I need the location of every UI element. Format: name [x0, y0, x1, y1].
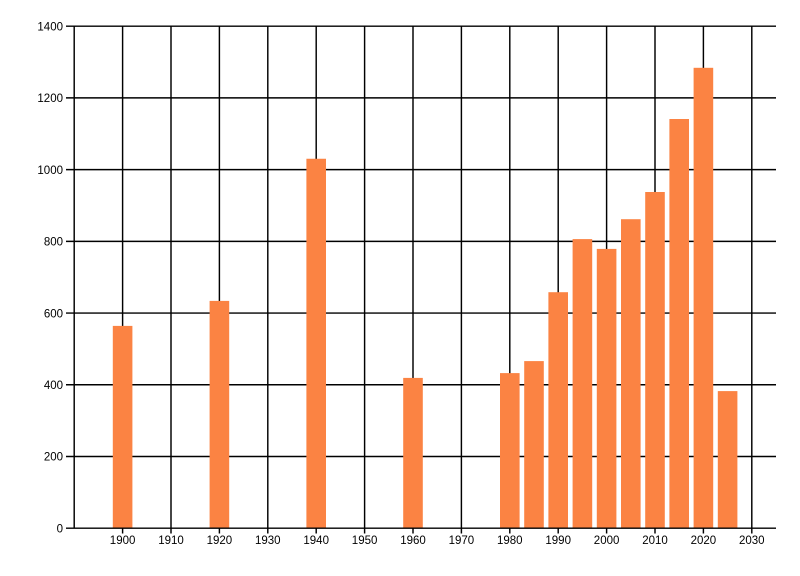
- svg-text:2010: 2010: [642, 535, 668, 547]
- svg-text:1970: 1970: [449, 535, 475, 547]
- svg-text:1980: 1980: [497, 535, 523, 547]
- svg-text:1200: 1200: [37, 93, 63, 105]
- svg-text:1930: 1930: [255, 535, 281, 547]
- svg-text:1940: 1940: [303, 535, 329, 547]
- svg-text:2020: 2020: [691, 535, 717, 547]
- svg-text:1950: 1950: [352, 535, 378, 547]
- svg-text:800: 800: [44, 237, 63, 249]
- svg-text:1400: 1400: [37, 21, 63, 33]
- svg-text:1960: 1960: [400, 535, 426, 547]
- svg-text:1900: 1900: [110, 535, 136, 547]
- svg-text:1000: 1000: [37, 165, 63, 177]
- svg-text:1990: 1990: [545, 535, 571, 547]
- svg-text:600: 600: [44, 308, 63, 320]
- svg-text:400: 400: [44, 380, 63, 392]
- svg-text:1910: 1910: [158, 535, 184, 547]
- svg-text:1920: 1920: [207, 535, 233, 547]
- svg-text:2000: 2000: [594, 535, 620, 547]
- svg-text:2030: 2030: [739, 535, 765, 547]
- svg-text:200: 200: [44, 452, 63, 464]
- svg-text:0: 0: [57, 523, 63, 535]
